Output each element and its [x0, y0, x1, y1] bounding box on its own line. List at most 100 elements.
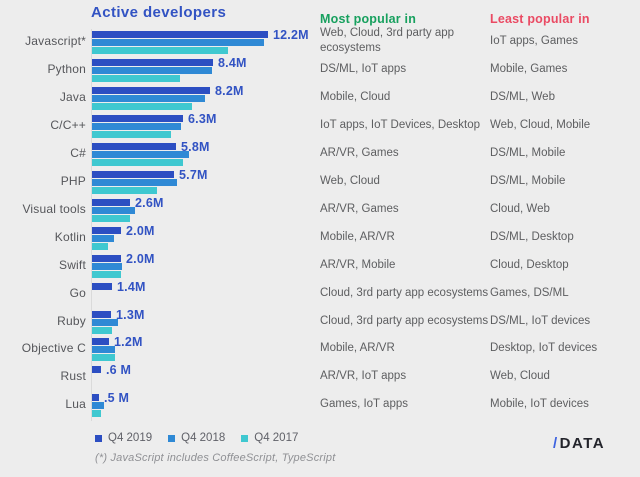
- language-label: Javascript*: [25, 34, 86, 48]
- bar-q4-2018: [92, 235, 114, 242]
- bar-q4-2017: [92, 354, 115, 361]
- bar-q4-2017: [92, 243, 108, 250]
- legend-item: Q4 2018: [168, 432, 225, 444]
- language-label: Lua: [65, 397, 86, 411]
- value-label: .5 M: [104, 391, 130, 405]
- legend-label: Q4 2019: [108, 432, 153, 444]
- legend-swatch-icon: [241, 434, 249, 442]
- bar-group: [92, 311, 118, 335]
- legend-item: Q4 2019: [95, 432, 152, 444]
- logo-slash-icon: /: [553, 435, 559, 452]
- bar-q4-2019: [92, 283, 112, 290]
- least-popular-cell: Web, Cloud: [490, 369, 550, 382]
- value-label: 5.8M: [181, 140, 210, 154]
- bar-q4-2019: [92, 311, 111, 318]
- most-popular-cell: AR/VR, Games: [320, 202, 399, 215]
- value-label: 6.3M: [188, 112, 217, 126]
- bar-q4-2017: [92, 327, 112, 334]
- least-popular-cell: DS/ML, IoT devices: [490, 314, 591, 327]
- bar-group: [92, 366, 101, 374]
- language-label: Kotlin: [54, 230, 86, 244]
- value-label: .6 M: [106, 363, 132, 377]
- language-row: Rust .6 M AR/VR, IoT apps Web, Cloud: [0, 362, 640, 390]
- bar-q4-2019: [92, 338, 109, 345]
- language-label: Rust: [60, 369, 86, 383]
- value-label: 8.2M: [215, 84, 244, 98]
- least-popular-cell: DS/ML, Mobile: [490, 174, 566, 187]
- bar-q4-2019: [92, 227, 121, 234]
- least-popular-cell: Mobile, Games: [490, 62, 568, 75]
- language-row: Swift 2.0M AR/VR, Mobile Cloud, Desktop: [0, 251, 640, 279]
- bar-group: [92, 87, 210, 111]
- bar-group: [92, 338, 115, 362]
- value-label: 2.0M: [126, 252, 155, 266]
- most-popular-cell: Cloud, 3rd party app ecosystems: [320, 314, 489, 327]
- language-row: Java 8.2M Mobile, Cloud DS/ML, Web: [0, 83, 640, 111]
- language-row: Objective C 1.2M Mobile, AR/VR Desktop, IoT…: [0, 334, 640, 362]
- most-popular-cell: Cloud, 3rd party app ecosystems: [320, 286, 489, 299]
- language-label: C/C++: [50, 118, 86, 132]
- language-label: Objective C: [21, 341, 86, 355]
- bar-group: [92, 283, 112, 291]
- most-popular-cell: Web, Cloud: [320, 174, 380, 187]
- language-row: Go 1.4M Cloud, 3rd party app ecosystems Gam…: [0, 279, 640, 307]
- least-popular-cell: Cloud, Web: [490, 202, 550, 215]
- language-label: Ruby: [57, 314, 86, 328]
- bar-q4-2018: [92, 263, 122, 270]
- language-row: Lua .5 M Games, IoT apps Mobile, IoT device…: [0, 390, 640, 418]
- bar-q4-2018: [92, 39, 264, 46]
- legend-swatch-icon: [168, 434, 176, 442]
- bar-q4-2018: [92, 179, 177, 186]
- language-label: Visual tools: [22, 202, 86, 216]
- language-label: Swift: [58, 258, 86, 272]
- language-row: Visual tools 2.6M AR/VR, Games Cloud, Web: [0, 195, 640, 223]
- least-popular-cell: Web, Cloud, Mobile: [490, 118, 591, 131]
- most-popular-cell: DS/ML, IoT apps: [320, 62, 407, 75]
- most-popular-cell: Web, Cloud, 3rd party app ecosystems: [320, 27, 455, 54]
- language-row: Python 8.4M DS/ML, IoT apps Mobile, Games: [0, 55, 640, 83]
- slashdata-logo: /DATA: [553, 435, 605, 452]
- bar-q4-2017: [92, 215, 130, 222]
- bar-q4-2019: [92, 171, 174, 178]
- bar-q4-2018: [92, 402, 104, 409]
- bar-q4-2019: [92, 31, 268, 38]
- least-popular-cell: DS/ML, Web: [490, 90, 555, 103]
- bar-q4-2019: [92, 199, 130, 206]
- language-label: Python: [47, 62, 86, 76]
- legend-swatch-icon: [95, 434, 102, 442]
- language-row: PHP 5.7M Web, Cloud DS/ML, Mobile: [0, 167, 640, 195]
- bar-q4-2018: [92, 319, 118, 326]
- most-popular-cell: Mobile, AR/VR: [320, 230, 395, 243]
- bar-q4-2018: [92, 67, 212, 74]
- most-popular-cell: AR/VR, IoT apps: [320, 369, 407, 382]
- value-label: 2.0M: [126, 224, 155, 238]
- axis-baseline: [91, 29, 92, 421]
- bar-q4-2018: [92, 207, 135, 214]
- least-popular-cell: Desktop, IoT devices: [490, 341, 598, 354]
- bar-q4-2019: [92, 255, 121, 262]
- bar-q4-2019: [92, 87, 210, 94]
- bar-q4-2019: [92, 115, 183, 122]
- bar-q4-2017: [92, 187, 157, 194]
- bar-group: [92, 31, 268, 55]
- most-popular-cell: Mobile, Cloud: [320, 90, 391, 103]
- bar-group: [92, 394, 104, 418]
- bar-q4-2019: [92, 143, 176, 150]
- language-label: PHP: [60, 174, 86, 188]
- most-popular-cell: AR/VR, Games: [320, 146, 399, 159]
- bar-q4-2017: [92, 271, 121, 278]
- least-popular-header: Least popular in: [490, 12, 590, 26]
- bar-q4-2019: [92, 59, 213, 66]
- bar-group: [92, 59, 213, 83]
- bar-q4-2017: [92, 75, 180, 82]
- bar-q4-2017: [92, 131, 171, 138]
- bar-q4-2018: [92, 123, 181, 130]
- bar-group: [92, 115, 183, 139]
- least-popular-cell: DS/ML, Desktop: [490, 230, 574, 243]
- bar-group: [92, 143, 189, 167]
- bar-q4-2019: [92, 366, 101, 373]
- least-popular-cell: DS/ML, Mobile: [490, 146, 566, 159]
- value-label: 5.7M: [179, 168, 208, 182]
- bar-q4-2018: [92, 346, 115, 353]
